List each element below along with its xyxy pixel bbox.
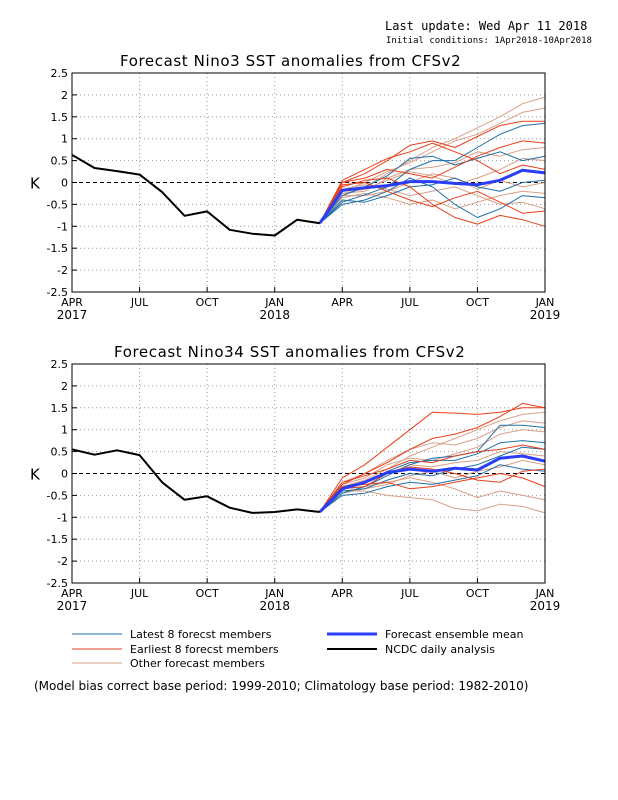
footnote: (Model bias correct base period: 1999-20… (34, 679, 528, 693)
y-tick-label: 0.5 (51, 155, 69, 168)
earliest-member-line (319, 140, 546, 224)
other-member-line (319, 107, 546, 224)
plot-frame (71, 363, 546, 584)
earliest-member-line (319, 466, 546, 513)
x-tick-label: JUL (130, 296, 149, 309)
legend-other-label: Other forecast members (130, 657, 265, 670)
x-tick-label: JUL (400, 296, 419, 309)
y-tick-label: -0.5 (47, 489, 68, 502)
x-tick-label: OCT (196, 296, 219, 309)
other-member-line (319, 490, 546, 514)
y-tick-label: -2 (57, 555, 68, 568)
latest-member-line (319, 122, 546, 224)
y-tick-label: 1.5 (51, 402, 69, 415)
earliest-member-line (319, 142, 546, 224)
x-tick-label: APR (61, 296, 83, 309)
analysis-line (71, 448, 320, 514)
other-member-line (319, 190, 546, 224)
legend-latest-label: Latest 8 forecst members (130, 628, 272, 641)
y-axis-label: K (30, 466, 41, 484)
x-tick-year-label: 2019 (530, 308, 561, 322)
x-tick-label: JAN (535, 296, 555, 309)
y-tick-label: -2 (57, 264, 68, 277)
other-member-line (319, 147, 546, 224)
ensemble-mean-line (318, 454, 546, 514)
x-tick-label: JAN (264, 587, 284, 600)
legend: Latest 8 forecst members Earliest 8 fore… (72, 628, 524, 670)
legend-earliest-label: Earliest 8 forecst members (130, 643, 279, 656)
x-tick-label: JAN (535, 587, 555, 600)
x-tick-year-label: 2018 (259, 308, 290, 322)
y-tick-label: 1 (61, 424, 68, 437)
legend-analysis-label: NCDC daily analysis (385, 643, 495, 656)
y-tick-label: 1 (61, 133, 68, 146)
y-tick-label: 2.5 (51, 67, 69, 80)
y-tick-label: 0.5 (51, 446, 69, 459)
latest-member-line (319, 464, 546, 513)
y-tick-label: 2 (61, 89, 68, 102)
plot-frame (71, 72, 546, 293)
earliest-member-line (319, 120, 545, 224)
y-tick-label: 0 (61, 177, 68, 190)
last-update-text: Last update: Wed Apr 11 2018 (385, 19, 588, 33)
y-tick-label: -0.5 (47, 198, 68, 211)
y-tick-label: -1 (57, 511, 68, 524)
other-member-line (319, 157, 546, 224)
other-member-line (319, 184, 546, 224)
y-tick-label: -2.5 (47, 286, 68, 299)
y-tick-label: 2.5 (51, 358, 69, 371)
other-member-line (319, 411, 546, 513)
other-member-line (319, 173, 546, 224)
x-tick-label: JUL (130, 587, 149, 600)
legend-mean-label: Forecast ensemble mean (385, 628, 524, 641)
y-tick-label: -1 (57, 220, 68, 233)
y-tick-label: -1.5 (47, 242, 68, 255)
latest-member-line (319, 446, 546, 513)
x-tick-label: APR (331, 296, 353, 309)
y-axis-label: K (30, 175, 41, 193)
x-tick-label: OCT (466, 296, 489, 309)
ensemble-mean-line (318, 168, 546, 225)
y-tick-label: 1.5 (51, 111, 69, 124)
earliest-member-line (319, 402, 546, 513)
earliest-member-line (319, 407, 545, 513)
x-tick-year-label: 2017 (57, 599, 88, 613)
earliest-member-line (319, 182, 546, 224)
x-tick-label: OCT (466, 587, 489, 600)
x-tick-label: APR (331, 587, 353, 600)
x-tick-label: JAN (264, 296, 284, 309)
initial-conditions-text: Initial conditions: 1Apr2018-10Apr2018 (386, 36, 592, 46)
x-tick-label: OCT (196, 587, 219, 600)
x-tick-year-label: 2019 (530, 599, 561, 613)
x-tick-label: APR (61, 587, 83, 600)
chart-2-title: Forecast Nino34 SST anomalies from CFSv2 (114, 343, 466, 361)
x-tick-year-label: 2017 (57, 308, 88, 322)
earliest-member-line (319, 444, 546, 513)
y-tick-label: 2 (61, 380, 68, 393)
y-tick-label: 0 (61, 468, 68, 481)
latest-member-line (319, 177, 546, 224)
x-tick-year-label: 2018 (259, 599, 290, 613)
y-tick-label: -2.5 (47, 577, 68, 590)
latest-member-line (319, 424, 546, 513)
y-tick-label: -1.5 (47, 533, 68, 546)
chart-1-title: Forecast Nino3 SST anomalies from CFSv2 (120, 52, 462, 70)
analysis-line (71, 154, 320, 237)
x-tick-label: JUL (400, 587, 419, 600)
earliest-member-line (319, 177, 546, 227)
